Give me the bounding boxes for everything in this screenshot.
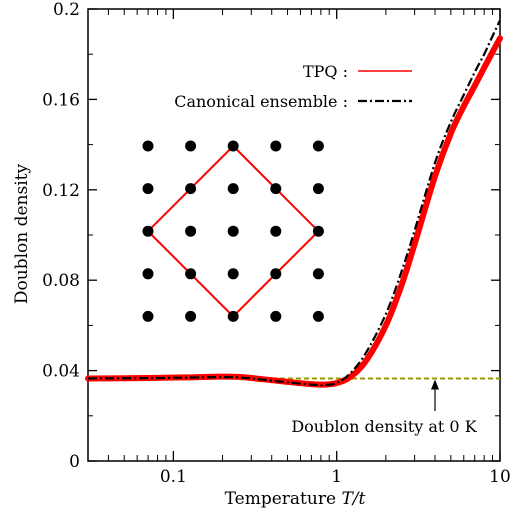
legend: TPQ : Canonical ensemble :: [174, 62, 412, 111]
x-axis-title-prefix: Temperature: [225, 489, 342, 509]
series-tpq-line: [85, 35, 503, 388]
series-canonical-line: [87, 19, 501, 387]
lattice-site-dot: [142, 268, 154, 280]
lattice-site-dot: [227, 268, 239, 280]
axis-ticks: 0 0.04 0.08 0.12 0.16 0.2 0.1 1 10: [42, 0, 511, 487]
lattice-site-dot: [312, 310, 324, 322]
lattice-site-dot: [142, 183, 154, 195]
lattice-site-dot: [312, 140, 324, 152]
x-tick-label: 0.1: [160, 467, 187, 487]
y-tick-label: 0.04: [42, 362, 80, 382]
lattice-site-dot: [142, 140, 154, 152]
y-axis-title: Doublon density: [12, 164, 32, 305]
lattice-site-dot: [270, 310, 282, 322]
annotation-group: Doublon density at 0 K: [291, 379, 478, 436]
lattice-site-dot: [312, 225, 324, 237]
lattice-site-dot: [270, 140, 282, 152]
legend-label-canonical: Canonical ensemble :: [174, 92, 348, 111]
lattice-site-dot: [270, 183, 282, 195]
annotation-arrow-head: [431, 379, 440, 390]
y-tick-label: 0.12: [42, 181, 80, 201]
lattice-site-dot: [312, 268, 324, 280]
series-lines: [85, 19, 503, 388]
lattice-site-dot: [185, 310, 197, 322]
lattice-site-dot: [185, 268, 197, 280]
lattice-site-dot: [142, 310, 154, 322]
lattice-site-dot: [227, 140, 239, 152]
y-tick-label: 0: [69, 452, 80, 472]
lattice-site-dot: [185, 225, 197, 237]
y-tick-label: 0.08: [42, 271, 80, 291]
lattice-site-dot: [270, 268, 282, 280]
lattice-site-dot: [270, 225, 282, 237]
lattice-site-dot: [312, 183, 324, 195]
legend-label-tpq: TPQ :: [303, 62, 348, 81]
x-axis-title-variable: T/t: [341, 489, 365, 509]
x-tick-label: 10: [489, 467, 511, 487]
x-tick-label: 1: [331, 467, 342, 487]
lattice-inset: [142, 140, 324, 322]
lattice-site-dot: [142, 225, 154, 237]
lattice-site-dot: [227, 183, 239, 195]
lattice-site-dot: [227, 310, 239, 322]
x-axis-title: Temperature T/t: [225, 489, 366, 509]
lattice-site-dot: [185, 140, 197, 152]
lattice-site-dot: [185, 183, 197, 195]
annotation-text: Doublon density at 0 K: [291, 417, 477, 436]
lattice-site-dot: [227, 225, 239, 237]
y-tick-label: 0.16: [42, 90, 80, 110]
y-tick-label: 0.2: [53, 0, 80, 20]
